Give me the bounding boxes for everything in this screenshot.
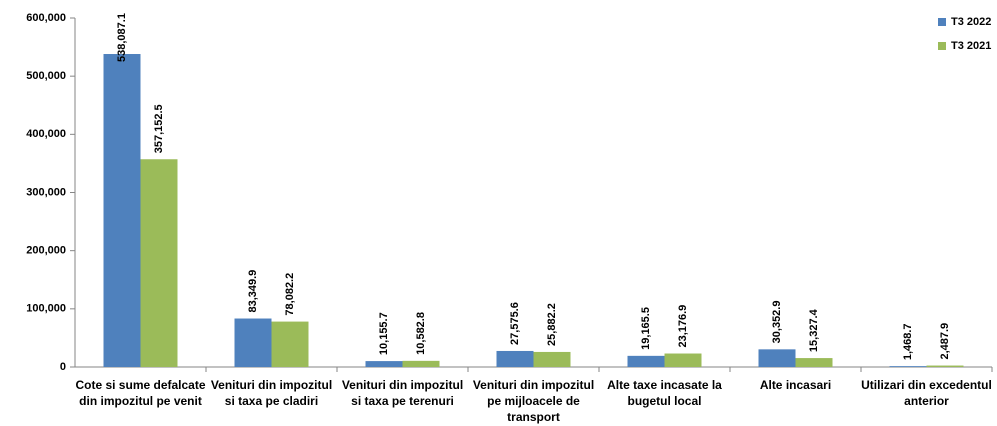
x-tick-label: Alte incasari — [759, 378, 832, 392]
bar — [926, 365, 964, 367]
bar — [889, 366, 927, 367]
bar — [664, 353, 702, 367]
x-tick-label: Utilizari din excedentul anterior — [861, 378, 992, 408]
y-tick-label: 0 — [60, 361, 66, 373]
y-tick-label: 600,000 — [26, 12, 66, 24]
bar — [365, 361, 403, 367]
data-label: 19,165.5 — [640, 307, 652, 350]
y-tick-label: 200,000 — [26, 245, 66, 257]
y-tick-label: 500,000 — [26, 70, 66, 82]
x-tick-label: Venituri din impozitul pe mijloacele de … — [472, 378, 595, 424]
bar — [234, 318, 272, 367]
data-label: 83,349.9 — [247, 270, 259, 313]
data-label: 78,082.2 — [284, 273, 296, 316]
data-label: 10,582.8 — [415, 312, 427, 355]
data-label: 15,327.4 — [808, 308, 820, 352]
data-label: 23,176.9 — [677, 305, 689, 348]
data-label: 1,468.7 — [902, 323, 914, 360]
data-label: 2,487.9 — [939, 323, 951, 360]
legend-swatch — [938, 18, 946, 26]
bar — [496, 350, 534, 367]
data-label: 357,152.5 — [153, 104, 165, 153]
x-tick-label: Venituri din impozitul si taxa pe cladir… — [210, 378, 333, 408]
bar — [627, 355, 665, 367]
y-tick-label: 300,000 — [26, 186, 66, 198]
bar — [758, 349, 796, 367]
legend-swatch — [938, 42, 946, 50]
x-tick-label: Cote si sume defalcate din impozitul pe … — [75, 378, 206, 408]
bar — [140, 159, 178, 367]
data-label: 10,155.7 — [378, 312, 390, 355]
bar — [795, 358, 833, 367]
x-tick-label: Alte taxe incasate la bugetul local — [607, 378, 722, 408]
data-label: 25,882.2 — [546, 303, 558, 346]
data-label: 30,352.9 — [771, 301, 783, 344]
bar — [533, 351, 571, 367]
legend-label: T3 2021 — [951, 40, 991, 52]
legend-label: T3 2022 — [951, 16, 991, 28]
x-tick-label: Venituri din impozitul si taxa pe terenu… — [341, 378, 464, 408]
y-tick-label: 400,000 — [26, 128, 66, 140]
bar — [402, 360, 440, 367]
bar — [103, 54, 141, 368]
data-label: 538,087.1 — [116, 13, 128, 62]
bar — [271, 321, 309, 367]
y-tick-label: 100,000 — [26, 303, 66, 315]
data-label: 27,575.6 — [509, 302, 521, 345]
